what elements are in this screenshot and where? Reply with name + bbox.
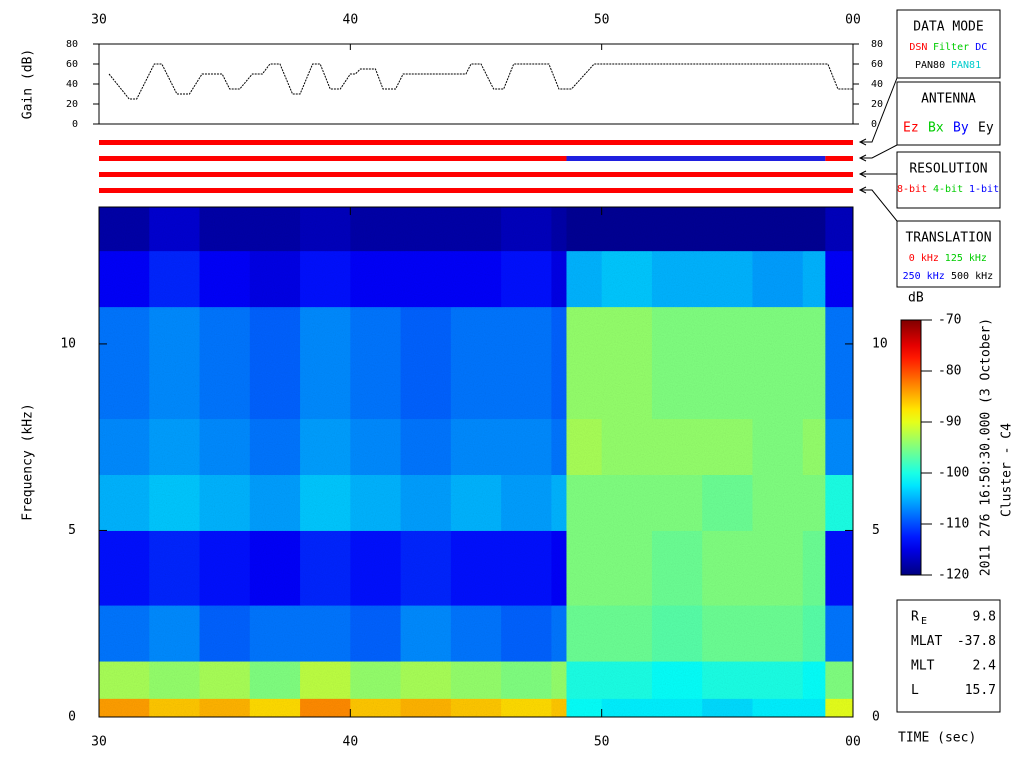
y-tick-label: 20 (871, 99, 883, 110)
info-value: 9.8 (973, 610, 996, 625)
y-tick-label: 40 (871, 79, 883, 90)
panel-item: Ez (903, 121, 919, 136)
colorbar-tick-label: -80 (938, 364, 961, 379)
panel-box (896, 220, 1001, 288)
info-label: MLT (911, 659, 935, 674)
y-tick-label: 80 (871, 39, 883, 50)
panel-item: 125 kHz (945, 253, 987, 264)
colorbar-tick-label: -120 (938, 568, 969, 583)
info-label: MLAT (911, 634, 942, 649)
gain-line (108, 63, 853, 100)
colorbar-tick-label: -100 (938, 466, 969, 481)
y-tick-label: 5 (68, 523, 76, 538)
x-tick-label: 00 (845, 735, 861, 750)
info-value: -37.8 (957, 634, 996, 649)
status-bar (99, 188, 853, 193)
panel-box (896, 151, 1001, 209)
y-tick-label: 0 (68, 710, 76, 725)
info-label-sub: E (921, 616, 927, 627)
y-tick-label: 20 (66, 99, 78, 110)
y-tick-label: 0 (72, 119, 78, 130)
panel-item: PAN80 (915, 60, 945, 71)
colorbar-label: dB (908, 291, 924, 306)
status-bar (99, 172, 853, 177)
spectrogram-frame (98, 206, 854, 718)
panel-item: Filter (933, 42, 969, 53)
x-axis-label: TIME (sec) (898, 731, 976, 746)
y-tick-label: 10 (872, 336, 888, 351)
x-tick-label: 30 (91, 13, 107, 28)
panel-item: By (953, 121, 969, 136)
info-box (896, 599, 1001, 713)
panel-item: Bx (928, 121, 944, 136)
y-tick-label: 0 (871, 119, 877, 130)
connector (860, 189, 898, 222)
y-tick-label: 10 (60, 336, 76, 351)
arrowheads (858, 138, 867, 194)
gain-frame (98, 43, 854, 125)
y-tick-label: 60 (871, 59, 883, 70)
panel-item: 0 kHz (909, 253, 939, 264)
panel-item: DSN (909, 42, 927, 53)
panel-box (896, 9, 1001, 79)
gain-axis-label: Gain (dB) (21, 49, 36, 119)
panel-item: 4-bit (933, 184, 963, 195)
y-tick-label: 60 (66, 59, 78, 70)
colorbar (900, 319, 922, 576)
panel-item: 8-bit (897, 184, 927, 195)
status-bar (99, 156, 567, 161)
status-bar (99, 140, 853, 145)
panel-item: Ey (978, 121, 994, 136)
x-tick-label: 40 (343, 13, 359, 28)
y-tick-label: 5 (872, 523, 880, 538)
info-value: 2.4 (973, 659, 997, 674)
noise-texture (99, 207, 853, 717)
colorbar-tick-label: -110 (938, 517, 969, 532)
panel-item: 1-bit (969, 184, 999, 195)
panel-item: 500 kHz (951, 271, 993, 282)
annotation: 2011 276 16:50:30.000 (3 October) (979, 318, 994, 576)
panel-box (896, 81, 1001, 146)
info-label: R (911, 610, 919, 625)
connector (860, 77, 898, 143)
y-tick-label: 40 (66, 79, 78, 90)
connectors (858, 77, 898, 222)
x-tick-label: 00 (845, 13, 861, 28)
panel-title: DATA MODE (913, 20, 983, 35)
status-bar (566, 156, 826, 161)
subtitle: Cluster - C4 (1000, 423, 1015, 517)
x-tick-label: 50 (594, 13, 610, 28)
x-tick-label: 30 (91, 735, 107, 750)
y-tick-label: 0 (872, 710, 880, 725)
connector (860, 144, 898, 159)
x-tick-label: 50 (594, 735, 610, 750)
panel-item: DC (975, 42, 987, 53)
panel-title: TRANSLATION (905, 231, 991, 246)
status-bar (825, 156, 853, 161)
colorbar-tick-label: -90 (938, 415, 961, 430)
x-tick-label: 40 (343, 735, 359, 750)
panel-title: ANTENNA (921, 92, 976, 107)
panel-title: RESOLUTION (909, 162, 987, 177)
panel-item: PAN81 (951, 60, 981, 71)
y-axis-label: Frequency (kHz) (21, 403, 36, 520)
info-label: L (911, 683, 919, 698)
y-tick-label: 80 (66, 39, 78, 50)
panel-item: 250 kHz (903, 271, 945, 282)
info-value: 15.7 (965, 683, 996, 698)
colorbar-tick-label: -70 (938, 313, 961, 328)
